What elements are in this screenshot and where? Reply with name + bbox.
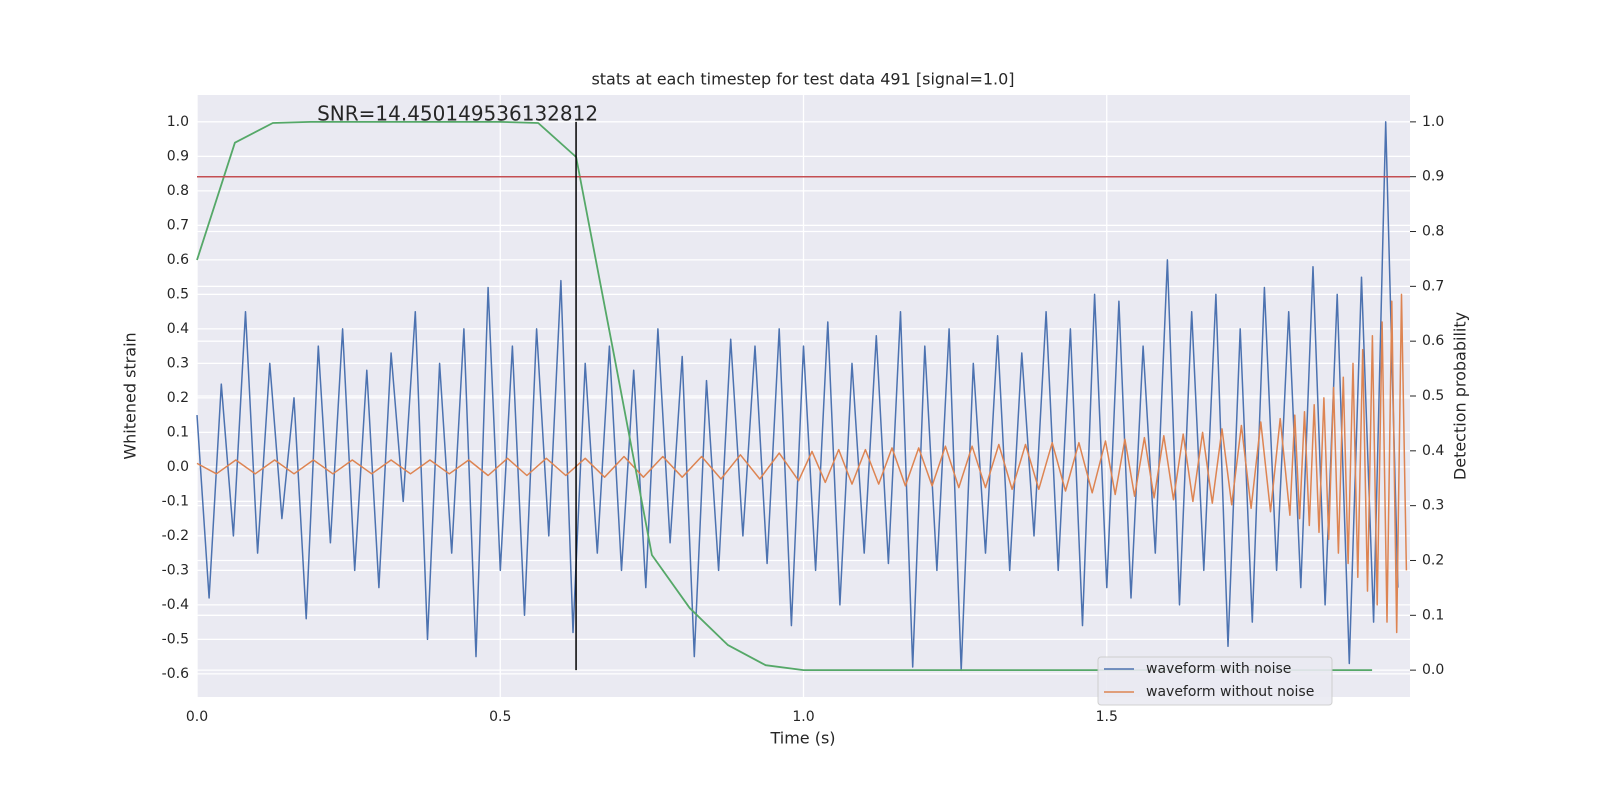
- y2-tick-label: 0.5: [1422, 388, 1444, 404]
- y-tick-label: 0.4: [167, 321, 189, 337]
- y2-tick-label: 0.4: [1422, 443, 1444, 459]
- series-line: [196, 293, 1408, 634]
- y2-tick-label: 0.9: [1422, 169, 1444, 185]
- x-tick-label: 0.5: [489, 709, 511, 725]
- y2-tick-label: 1.0: [1422, 114, 1444, 130]
- y-tick-label: 0.7: [167, 217, 189, 233]
- y2-tick-label: 0.0: [1422, 662, 1444, 678]
- y-tick-label: 0.0: [167, 459, 189, 475]
- y2-tick-label: 0.2: [1422, 552, 1444, 568]
- y2-axis-label: Detection probability: [1451, 312, 1470, 480]
- chart-title: stats at each timestep for test data 491…: [591, 70, 1014, 89]
- y-tick-label: 0.6: [167, 252, 189, 268]
- y-tick-label: -0.3: [162, 562, 189, 578]
- x-tick-label: 0.0: [186, 709, 208, 725]
- y-tick-label: -0.1: [162, 493, 189, 509]
- y-tick-label: 0.1: [167, 424, 189, 440]
- y-tick-label: 0.5: [167, 286, 189, 302]
- y-tick-label: -0.4: [162, 597, 189, 613]
- series-line: [196, 121, 1399, 672]
- x-tick-label: 1.0: [792, 709, 814, 725]
- legend-box: [1097, 656, 1333, 706]
- y-tick-label: -0.6: [162, 666, 189, 682]
- y-tick-label: 0.8: [167, 183, 189, 199]
- y2-tick-label: 0.7: [1422, 278, 1444, 294]
- legend: waveform with noise waveform without nois…: [1097, 656, 1333, 706]
- y-tick-label: -0.5: [162, 631, 189, 647]
- y-tick-label: 0.3: [167, 355, 189, 371]
- legend-label: waveform with noise: [1146, 661, 1291, 677]
- x-axis-label: Time (s): [769, 729, 835, 748]
- y-tick-label: -0.2: [162, 528, 189, 544]
- y-tick-label: 0.9: [167, 148, 189, 164]
- y2-tick-label: 0.6: [1422, 333, 1444, 349]
- annotation: SNR=14.450149536132812: [317, 102, 598, 126]
- y2-tick-label: 0.1: [1422, 607, 1444, 623]
- y2-tick-label: 0.3: [1422, 498, 1444, 514]
- x-tick-label: 1.5: [1096, 709, 1118, 725]
- y-tick-label: 1.0: [167, 114, 189, 130]
- y-axis-label: Whitened strain: [121, 332, 140, 459]
- y2-tick-label: 0.8: [1422, 224, 1444, 240]
- y-tick-label: 0.2: [167, 390, 189, 406]
- legend-label: waveform without noise: [1146, 684, 1314, 700]
